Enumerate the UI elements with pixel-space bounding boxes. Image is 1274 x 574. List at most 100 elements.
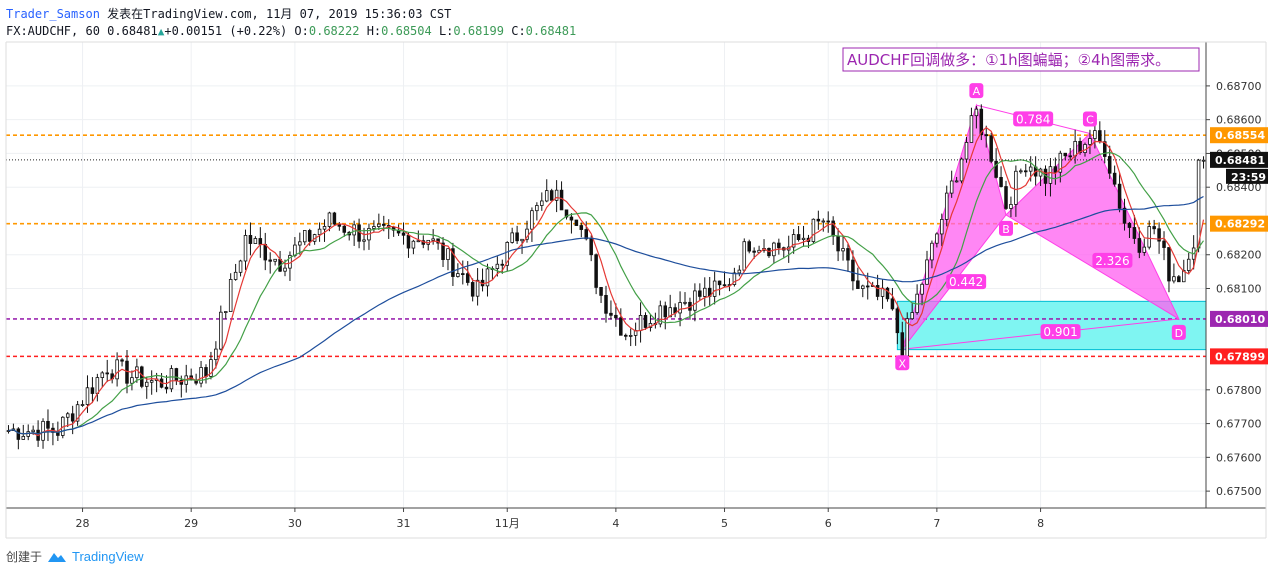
x-tick-label: 8 xyxy=(1037,517,1044,530)
candle-body xyxy=(940,219,944,235)
x-tick-label: 5 xyxy=(721,517,728,530)
candle-body xyxy=(317,228,322,235)
footer: 创建于 TradingView xyxy=(6,548,144,565)
candle-body xyxy=(115,359,119,380)
candle-body xyxy=(535,205,539,212)
candle-body xyxy=(1177,276,1181,283)
pattern-point-badge xyxy=(969,83,984,99)
candle-body xyxy=(969,115,974,143)
ratio-label: 0.901 xyxy=(1043,325,1077,339)
candle-body xyxy=(233,271,238,280)
candle-body xyxy=(1068,155,1072,158)
candle-body xyxy=(668,307,672,318)
tradingview-brand[interactable]: TradingView xyxy=(72,549,144,564)
candle-body xyxy=(974,108,979,117)
candle-body xyxy=(589,238,593,256)
candle-body xyxy=(544,190,549,202)
horizontal-levels xyxy=(6,134,1206,358)
candle-body xyxy=(614,314,618,319)
candle-body xyxy=(619,317,623,336)
candle-body xyxy=(1196,159,1201,249)
candle-body xyxy=(238,260,243,273)
candle-body xyxy=(989,135,993,162)
candle-body xyxy=(505,242,509,266)
candle-body xyxy=(643,315,648,328)
candle-body xyxy=(446,248,450,260)
candle-body xyxy=(401,232,406,236)
candle-body xyxy=(461,273,465,275)
candle-body xyxy=(579,225,584,230)
low-value: 0.68199 xyxy=(453,24,504,38)
candle-body xyxy=(698,290,702,297)
candle-body xyxy=(875,285,880,297)
candle-body xyxy=(559,189,564,211)
candle-body xyxy=(1004,186,1008,209)
candle-body xyxy=(609,312,613,316)
candle-body xyxy=(41,420,45,441)
candle-body xyxy=(1073,141,1077,157)
candle-body xyxy=(564,209,569,218)
candle-body xyxy=(628,335,633,337)
annotation-box[interactable]: AUDCHF回调做多：①1h图蝙蝠；②4h图需求。 xyxy=(842,47,1200,72)
pattern-point-label: X xyxy=(899,357,907,370)
candle-body xyxy=(999,177,1003,187)
x-tick-label: 7 xyxy=(933,517,940,530)
candle-body xyxy=(243,235,248,262)
candle-body xyxy=(248,235,253,244)
high-label: H: xyxy=(366,24,382,38)
x-axis-ticks: 28 29 30 31 11月 4 5 6 7 8 xyxy=(76,508,1044,530)
candle-body xyxy=(836,235,840,252)
level-price-label: 0.68010 xyxy=(1215,313,1265,326)
candle-body xyxy=(1023,170,1028,173)
countdown-tag xyxy=(1226,168,1268,184)
candle-body xyxy=(895,308,900,334)
candle-body xyxy=(470,282,475,297)
candle-body xyxy=(298,241,302,246)
y-tick-label: 0.67600 xyxy=(1216,451,1262,464)
pattern-point-label: B xyxy=(1002,223,1010,236)
high-value: 0.68504 xyxy=(381,24,432,38)
y-tick-label: 0.67500 xyxy=(1216,485,1262,498)
candle-body xyxy=(742,241,747,271)
created-with-label: 创建于 xyxy=(6,550,43,564)
candle-body xyxy=(332,212,337,225)
level-price-tag xyxy=(1210,215,1268,232)
candle-body xyxy=(80,404,85,406)
open-label: O: xyxy=(294,24,309,38)
last-price-tag xyxy=(1210,151,1268,168)
symbol-label[interactable]: FX:AUDCHF, 60 xyxy=(6,24,100,38)
candle-body xyxy=(954,180,959,183)
candle-body xyxy=(253,238,258,244)
candle-body xyxy=(441,242,445,260)
pattern-point-label: C xyxy=(1086,114,1094,127)
candle-body xyxy=(1182,270,1186,283)
candle-body xyxy=(1132,227,1137,239)
ratio-label: 0.784 xyxy=(1016,112,1050,126)
level-price-label: 0.68292 xyxy=(1215,218,1265,231)
ratio-badge xyxy=(1040,324,1081,340)
x-tick-label: 31 xyxy=(397,517,411,530)
candle-body xyxy=(204,367,208,377)
candle-body xyxy=(70,413,75,422)
candle-body xyxy=(223,311,228,313)
candle-body xyxy=(372,226,376,229)
level-price-tag xyxy=(1210,348,1268,365)
candle-body xyxy=(584,229,589,240)
candle-body xyxy=(120,359,124,362)
candle-body xyxy=(475,279,480,297)
y-tick-label: 0.68100 xyxy=(1216,283,1262,296)
candle-body xyxy=(1063,152,1068,157)
candle-body xyxy=(520,238,524,242)
candle-body xyxy=(846,248,850,261)
y-tick-label: 0.68700 xyxy=(1216,80,1262,93)
x-tick-label: 29 xyxy=(184,517,198,530)
candle-body xyxy=(495,263,500,269)
candle-body xyxy=(149,380,154,383)
author-name[interactable]: Trader_Samson xyxy=(6,7,100,21)
candle-body xyxy=(905,318,909,357)
ma-slow-line xyxy=(8,195,1204,435)
pattern-point-badge xyxy=(1171,324,1186,340)
pattern-point-label: D xyxy=(1175,327,1183,340)
candle-body xyxy=(431,238,435,241)
